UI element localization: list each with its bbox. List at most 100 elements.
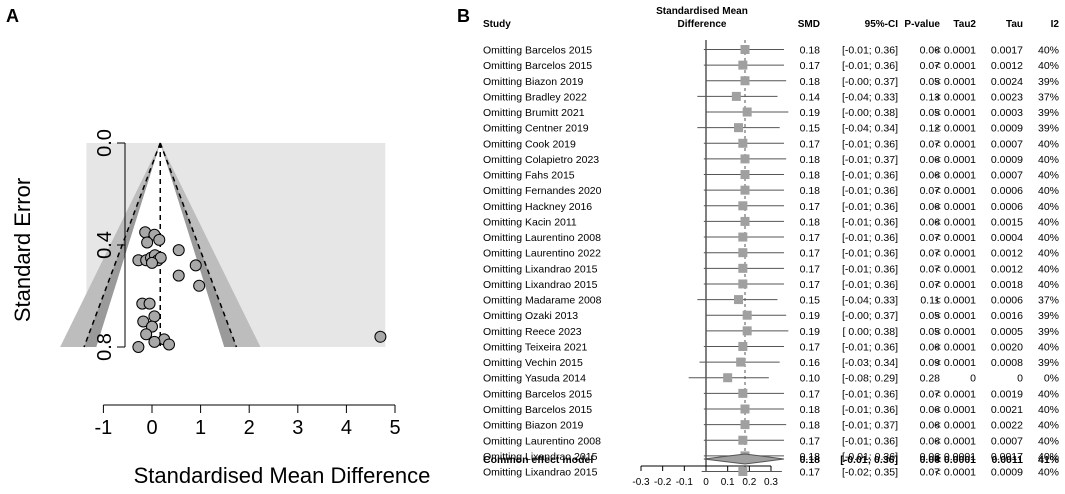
funnel-point-3 — [153, 233, 166, 246]
forest-row-p-12: 0.07 — [920, 232, 941, 244]
forest-row-p-4: 0.05 — [920, 107, 941, 119]
forest-x-tick-label-3: 0 — [703, 477, 709, 488]
forest-row-i2-13: 40% — [1038, 248, 1059, 260]
forest-row-study-0: Omitting Barcelos 2015 — [483, 45, 592, 57]
forest-row-tau2-6: < 0.0001 — [935, 138, 976, 150]
funnel-point-10 — [154, 251, 167, 264]
forest-row-tau2-17: < 0.0001 — [935, 310, 976, 322]
forest-row-p-27: 0.07 — [920, 467, 941, 479]
funnel-ci-right-line — [159, 142, 238, 348]
forest-row-box-18 — [742, 326, 752, 336]
forest-row-tau-26: 0.0017 — [991, 451, 1023, 463]
forest-row-tau-2: 0.0024 — [991, 76, 1023, 88]
forest-row-p-14: 0.07 — [920, 263, 941, 275]
header-tau2: Tau2 — [953, 19, 976, 30]
forest-row-study-23: Omitting Barcelos 2015 — [483, 404, 592, 416]
forest-row-ci-19: [-0.01; 0.36] — [842, 341, 898, 353]
forest-row-study-2: Omitting Biazon 2019 — [483, 76, 584, 88]
forest-row-p-22: 0.07 — [920, 388, 941, 400]
forest-row-ci-3: [-0.04; 0.33] — [842, 91, 898, 103]
forest-row-i2-7: 40% — [1038, 154, 1059, 166]
funnel-y-tick-label-2: 0.8 — [94, 333, 116, 361]
header-tau: Tau — [1006, 19, 1023, 30]
forest-row-ci-11: [-0.01; 0.36] — [842, 216, 898, 228]
header-study: Study — [483, 19, 511, 30]
funnel-x-axis-label: Standardised Mean Difference — [134, 463, 431, 488]
forest-row-tau2-1: < 0.0001 — [935, 60, 976, 72]
forest-row-i2-27: 40% — [1038, 467, 1059, 479]
funnel-plot: A -1 0 1 2 3 4 5 0.0 0.4 0.8 Standardised Mean Di… — [6, 6, 431, 488]
header-pvalue: P-value — [904, 19, 940, 30]
forest-row-p-9: 0.07 — [920, 185, 941, 197]
forest-row-smd-18: 0.19 — [800, 326, 821, 338]
forest-row-i2-26: 40% — [1038, 451, 1059, 463]
forest-row-tau2-24: < 0.0001 — [935, 420, 976, 432]
forest-row-tau2-11: < 0.0001 — [935, 216, 976, 228]
header-i2: I2 — [1051, 19, 1060, 30]
forest-row-i2-25: 40% — [1038, 435, 1059, 447]
forest-summary-tau: 0.0011 — [991, 454, 1023, 466]
forest-plot: B Study Standardised Mean Difference SMD… — [457, 6, 1060, 488]
forest-row-smd-17: 0.19 — [800, 310, 821, 322]
forest-row-p-16: 0.11 — [920, 295, 940, 307]
forest-row-smd-3: 0.14 — [800, 91, 821, 103]
forest-row-tau-13: 0.0012 — [991, 248, 1023, 260]
forest-row-study-10: Omitting Hackney 2016 — [483, 201, 592, 213]
forest-row-ci-16: [-0.04; 0.33] — [842, 295, 898, 307]
forest-row-box-25 — [738, 435, 748, 445]
forest-row-tau2-12: < 0.0001 — [935, 232, 976, 244]
forest-row-smd-23: 0.18 — [800, 404, 821, 416]
forest-row-smd-11: 0.18 — [800, 216, 821, 228]
forest-row-i2-11: 40% — [1038, 216, 1059, 228]
forest-row-study-25: Omitting Laurentino 2008 — [483, 435, 601, 447]
panel-a-label: A — [6, 6, 19, 26]
forest-row-tau2-21: 0 — [970, 373, 976, 385]
forest-row-ci-14: [-0.01; 0.36] — [842, 263, 898, 275]
forest-row-tau2-26: < 0.0001 — [935, 451, 976, 463]
forest-row-tau2-22: < 0.0001 — [935, 388, 976, 400]
forest-row-box-16 — [734, 295, 744, 305]
forest-row-smd-2: 0.18 — [800, 76, 821, 88]
forest-row-tau2-23: < 0.0001 — [935, 404, 976, 416]
forest-row-study-12: Omitting Laurentino 2008 — [483, 232, 601, 244]
funnel-plot-body: -1 0 1 2 3 4 5 0.0 0.4 0.8 — [60, 129, 401, 439]
forest-row-tau-5: 0.0009 — [991, 123, 1023, 135]
forest-row-ci-7: [-0.01; 0.37] — [842, 154, 898, 166]
forest-row-tau-10: 0.0006 — [991, 201, 1023, 213]
forest-row-ci-0: [-0.01; 0.36] — [842, 45, 898, 57]
panel-b-label: B — [457, 6, 470, 26]
funnel-x-tick-label-0: -1 — [95, 417, 113, 439]
forest-row-tau-1: 0.0012 — [991, 60, 1023, 72]
forest-row-smd-24: 0.18 — [800, 420, 821, 432]
forest-row-ci-18: [ 0.00; 0.38] — [843, 326, 899, 338]
forest-row-smd-20: 0.16 — [800, 357, 821, 369]
forest-row-box-24 — [740, 420, 750, 430]
forest-row-tau2-15: < 0.0001 — [935, 279, 976, 291]
forest-row-box-8 — [740, 170, 750, 180]
forest-row-tau2-0: < 0.0001 — [935, 45, 976, 57]
funnel-point-11 — [146, 256, 158, 269]
funnel-point-20 — [140, 328, 153, 341]
funnel-point-25 — [374, 330, 387, 343]
forest-row-tau2-3: < 0.0001 — [935, 91, 976, 103]
forest-row-tau-15: 0.0018 — [991, 279, 1023, 291]
header-estimate-line2: Difference — [678, 19, 727, 30]
forest-row-tau-3: 0.0023 — [991, 91, 1023, 103]
forest-row-i2-2: 39% — [1038, 76, 1059, 88]
forest-row-tau-4: 0.0003 — [991, 107, 1023, 119]
forest-row-tau-8: 0.0007 — [991, 170, 1023, 182]
forest-row-tau2-25: < 0.0001 — [935, 435, 976, 447]
forest-row-i2-15: 40% — [1038, 279, 1059, 291]
forest-row-smd-14: 0.17 — [800, 263, 821, 275]
forest-row-study-1: Omitting Barcelos 2015 — [483, 60, 592, 72]
forest-row-box-2 — [740, 76, 750, 86]
forest-row-study-13: Omitting Laurentino 2022 — [483, 248, 601, 260]
forest-row-i2-1: 40% — [1038, 60, 1059, 72]
funnel-x-tick-label-4: 3 — [292, 417, 303, 439]
forest-row-box-14 — [738, 263, 748, 273]
forest-row-smd-12: 0.17 — [800, 232, 821, 244]
forest-row-tau-22: 0.0019 — [991, 388, 1023, 400]
forest-row-tau2-13: < 0.0001 — [935, 248, 976, 260]
forest-row-ci-10: [-0.01; 0.36] — [842, 201, 898, 213]
forest-row-p-13: 0.07 — [920, 248, 941, 260]
